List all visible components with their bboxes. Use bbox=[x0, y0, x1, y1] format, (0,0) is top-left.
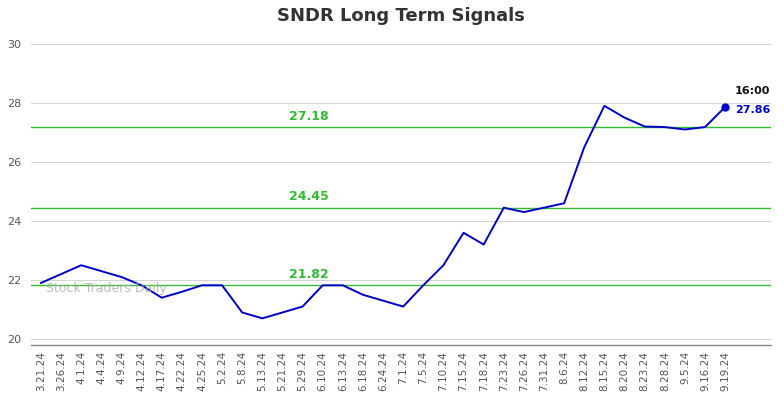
Text: 16:00: 16:00 bbox=[735, 86, 771, 96]
Text: 27.18: 27.18 bbox=[289, 110, 328, 123]
Text: 24.45: 24.45 bbox=[289, 190, 328, 203]
Text: Stock Traders Daily: Stock Traders Daily bbox=[45, 282, 166, 295]
Title: SNDR Long Term Signals: SNDR Long Term Signals bbox=[278, 7, 525, 25]
Text: 27.86: 27.86 bbox=[735, 105, 771, 115]
Text: 21.82: 21.82 bbox=[289, 268, 328, 281]
